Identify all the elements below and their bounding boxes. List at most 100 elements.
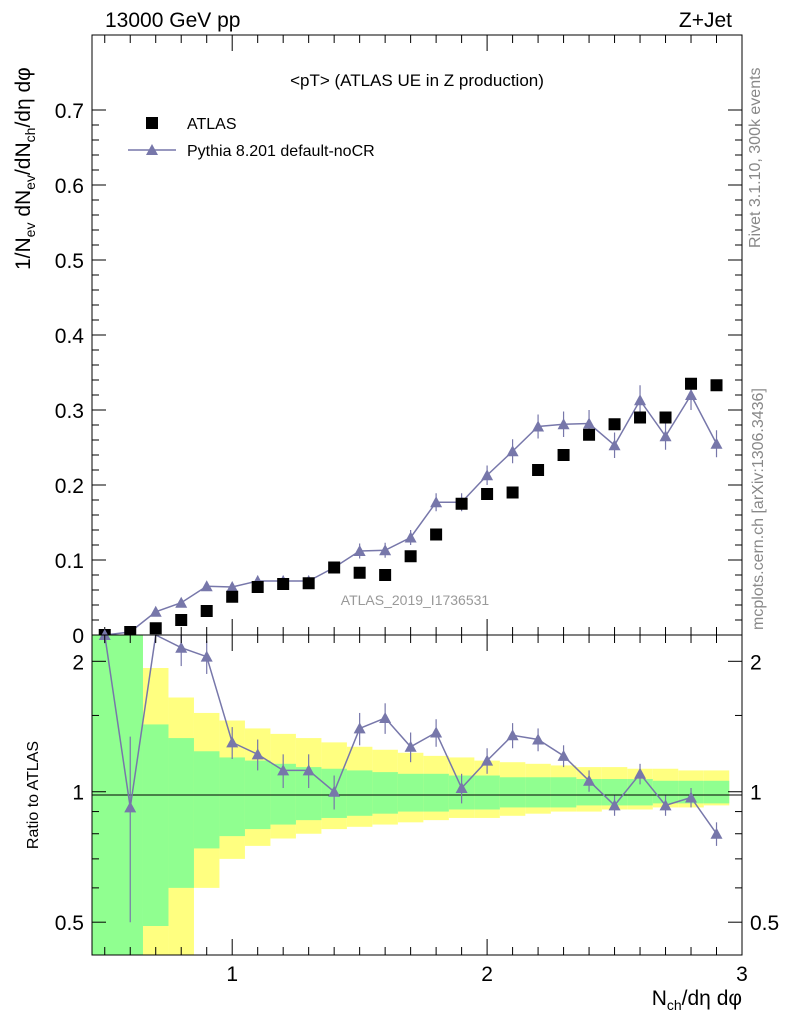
- ratio-ytick-label-right: 1: [750, 782, 762, 805]
- legend-atlas-marker: [146, 117, 158, 129]
- ratio-pythia-point: [404, 740, 417, 752]
- ratio-xlabel: Nch/dη dφ: [652, 987, 742, 1013]
- atlas-point: [455, 497, 468, 510]
- atlas-point: [710, 379, 723, 392]
- ratio-band-green: [372, 772, 398, 814]
- ratio-band-green: [219, 757, 245, 837]
- pythia-point: [175, 596, 188, 608]
- atlas-point: [659, 411, 672, 424]
- legend-pythia-marker: [146, 144, 158, 155]
- ratio-pythia-point: [175, 641, 188, 653]
- ratio-pythia-point: [532, 733, 545, 745]
- pythia-point: [685, 389, 698, 400]
- ratio-band-green: [397, 773, 424, 812]
- pythia-point: [532, 420, 545, 432]
- ratio-ylabel: Ratio to ATLAS: [25, 741, 42, 849]
- main-ytick-label: 0: [72, 625, 84, 648]
- main-axis-ticks: 0 0.1 0.2 0.3 0.4 0.5 0.6 0.7: [55, 35, 742, 648]
- pythia-point: [430, 496, 443, 508]
- atlas-point: [430, 528, 443, 541]
- ratio-pythia-point: [328, 785, 341, 797]
- main-ytick-label: 0.7: [55, 100, 84, 123]
- ratio-xtick-label: 2: [481, 963, 493, 986]
- atlas-point: [481, 488, 494, 500]
- ratio-pythia-point: [481, 754, 494, 766]
- ratio-band-green: [703, 780, 730, 804]
- ratio-pythia-point: [353, 722, 366, 734]
- legend-pythia-label: Pythia 8.201 default-noCR: [187, 143, 375, 160]
- ratio-pythia-point: [302, 764, 315, 776]
- ratio-pythia-point: [430, 726, 443, 738]
- ratio-xtick-label: 1: [226, 963, 238, 986]
- ratio-pythia-point: [506, 729, 519, 741]
- pythia-point: [149, 605, 162, 617]
- ratio-ytick-label: 1: [72, 782, 84, 805]
- rivet-version-label: Rivet 3.1.10, 300k events: [747, 67, 764, 248]
- atlas-point: [583, 428, 596, 441]
- ratio-band-green: [423, 773, 449, 812]
- ratio-ytick-label-right: 0.5: [750, 912, 779, 935]
- pythia-point: [710, 437, 723, 449]
- pythia-point: [583, 417, 596, 429]
- main-pythia-series: [98, 380, 723, 640]
- ratio-xtick-label: 3: [736, 963, 748, 986]
- ratio-band-green: [474, 775, 500, 810]
- ratio-band-green: [525, 777, 551, 808]
- atlas-point: [302, 577, 315, 590]
- atlas-point: [404, 550, 417, 563]
- pythia-point: [226, 581, 239, 592]
- ratio-frame: [91, 634, 743, 956]
- legend-atlas-label: ATLAS: [187, 116, 237, 133]
- atlas-point: [608, 418, 621, 431]
- main-ytick-label: 0.6: [55, 175, 84, 198]
- ratio-pythia-point: [251, 748, 264, 760]
- atlas-point: [379, 569, 392, 581]
- ratio-pythia-point: [608, 799, 621, 811]
- pythia-point: [200, 580, 213, 592]
- ratio-pythia-point: [277, 764, 290, 776]
- atlas-point: [353, 566, 366, 579]
- ratio-band-green: [499, 777, 526, 808]
- pythia-point: [379, 544, 392, 556]
- ratio-band-green: [142, 724, 169, 926]
- main-panel: 0 0.1 0.2 0.3 0.4 0.5 0.6 0.7 <pT> (ATLAS UE in…: [12, 34, 743, 648]
- main-ylabel: 1/Nev dNev/dNch/dη dφ: [12, 67, 38, 270]
- ratio-ytick-label: 2: [72, 651, 84, 674]
- atlas-point: [532, 464, 545, 476]
- ratio-pythia-point: [659, 799, 672, 811]
- pythia-point: [557, 418, 570, 430]
- ratio-pythia-point: [710, 827, 723, 839]
- atlas-point: [328, 561, 341, 574]
- ratio-band-green: [168, 738, 194, 888]
- ratio-panel: 0.5 0.5 1 1 2 2 1 2 3 Ratio to ATLAS Nch/dη dφ: [25, 629, 779, 1013]
- pythia-point: [608, 439, 621, 451]
- ratio-pythia-point: [200, 650, 213, 662]
- atlas-point: [226, 590, 239, 603]
- ratio-pythia-point: [379, 711, 392, 723]
- pythia-point: [659, 430, 672, 442]
- atlas-point: [200, 605, 213, 617]
- pythia-point: [481, 469, 494, 481]
- atlas-point: [277, 578, 290, 590]
- atlas-point: [175, 614, 188, 626]
- pythia-point: [353, 545, 366, 556]
- ratio-axis-ticks: 0.5 0.5 1 1 2 2 1 2 3: [55, 635, 779, 986]
- ratio-band-green: [346, 770, 373, 816]
- ratio-pythia-point: [685, 791, 698, 803]
- ratio-ytick-label-right: 2: [750, 651, 762, 674]
- main-ytick-label: 0.2: [55, 475, 84, 498]
- pythia-point: [634, 394, 647, 406]
- ratio-pythia-point: [634, 767, 647, 779]
- ratio-band-green: [550, 777, 577, 808]
- mcplots-label: mcplots.cern.ch [arXiv:1306.3436]: [750, 388, 767, 630]
- header-energy-label: 13000 GeV pp: [105, 9, 240, 32]
- atlas-point: [506, 486, 519, 499]
- main-title: <pT> (ATLAS UE in Z production): [290, 71, 544, 90]
- header-process-label: Z+Jet: [679, 9, 732, 32]
- ratio-pythia-point: [226, 736, 239, 748]
- pythia-point: [404, 531, 417, 543]
- main-ytick-label: 0.4: [55, 325, 85, 348]
- main-ytick-label: 0.5: [55, 250, 84, 273]
- atlas-point: [685, 377, 698, 390]
